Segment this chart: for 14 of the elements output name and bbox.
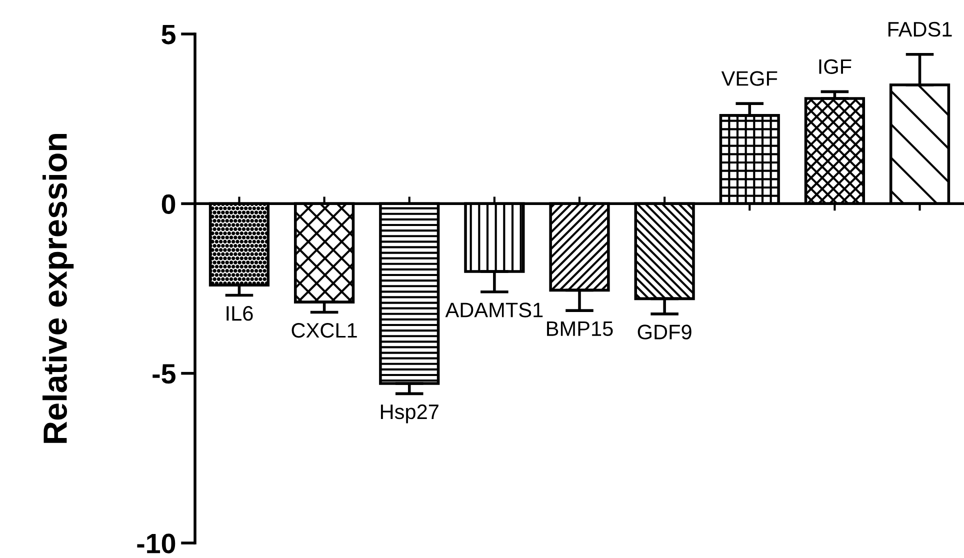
x-tick-label: Hsp27 bbox=[380, 404, 438, 424]
x-tick-label: ADAMTS1 bbox=[445, 302, 543, 318]
y-tick-label: 5 bbox=[162, 24, 176, 44]
x-tick-label: IGF bbox=[819, 59, 852, 74]
x-tick-label: GDF9 bbox=[638, 324, 692, 340]
x-tick-label: IL6 bbox=[226, 306, 253, 321]
y-tick-label: -10 bbox=[137, 534, 176, 554]
x-tick-label: VEGF bbox=[721, 71, 778, 86]
x-tick-label: FADS1 bbox=[888, 22, 952, 37]
x-tick-label: BMP15 bbox=[547, 322, 613, 336]
y-tick-label: -5 bbox=[152, 364, 176, 384]
y-tick-label: 0 bbox=[162, 194, 176, 214]
y-axis-title: Relative expression bbox=[42, 134, 74, 443]
x-tick-label: CXCL1 bbox=[292, 322, 357, 338]
